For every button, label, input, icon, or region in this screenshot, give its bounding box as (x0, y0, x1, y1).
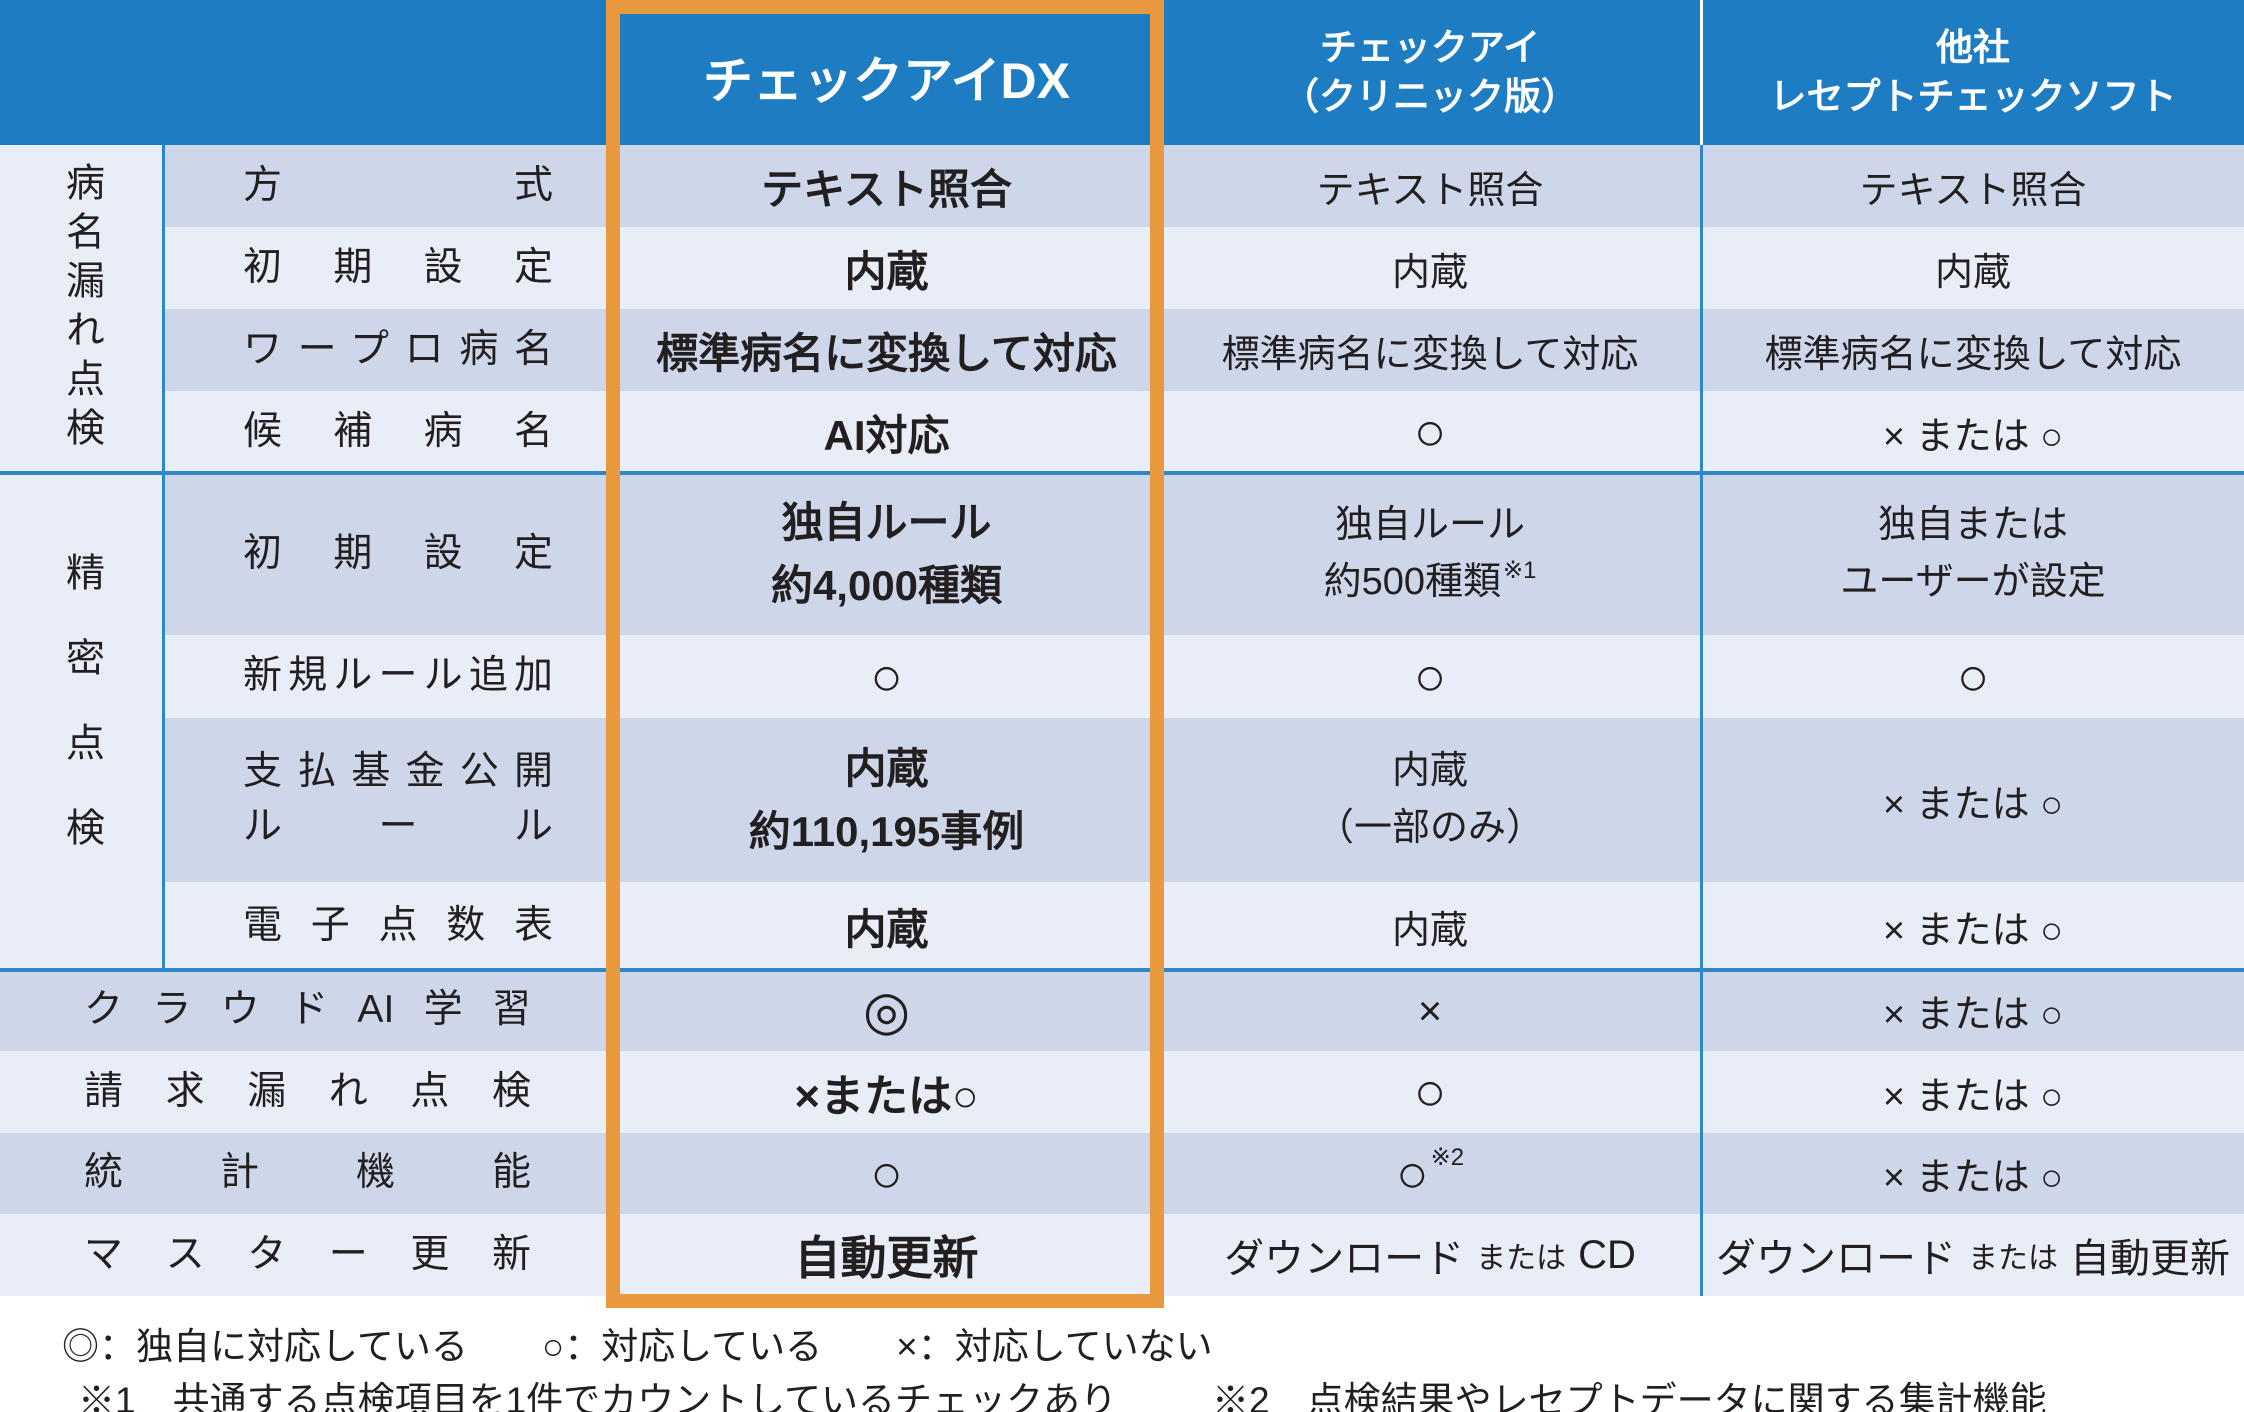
row-shokisettei1-label-cell: 初期設定 (163, 227, 615, 309)
row-denshi-label-cell: 電子点数表 (163, 882, 615, 970)
footnote-2: ※2 点検結果やレセプトデータに関する集計機能 (1212, 1380, 2047, 1412)
row-shokisettei2-other-value: 独自または ユーザーが設定 (1702, 473, 2244, 635)
row-denshi-other-value: × または ○ (1702, 882, 2244, 970)
row-shokisettei2-clinic-value: 独自ルール 約500種類※1 (1158, 473, 1702, 635)
row-hoshiki-label: 方式 (243, 163, 553, 207)
row-seikyu-clinic-value: ○ (1158, 1051, 1702, 1133)
cross-symbol: × (1417, 986, 1443, 1034)
row-hoshiki-other-value: テキスト照合 (1702, 145, 2244, 227)
footer: ◎：独自に対応している ○：対応している ×：対応していない ※1 共通する点検… (0, 1296, 2244, 1412)
circle-symbol: ○ (1413, 646, 1447, 707)
row-shiharai-dx-value: 内蔵 約110,195事例 (615, 718, 1158, 882)
row-shinki-label: 新規ルール追加 (243, 654, 553, 698)
row-master-clinic-value: ダウンロード または CD (1158, 1214, 1702, 1296)
row-shokisettei1-dx-value: 内蔵 (615, 227, 1158, 309)
row-seikyu-label: 請求漏れ点検 (84, 1069, 531, 1113)
row-tokei-label-cell: 統計機能 (0, 1133, 615, 1214)
header-other-line2: レセプトチェックソフト (1769, 75, 2177, 117)
row-shiharai-label: 支払基金公開 ルール (243, 750, 553, 848)
row-hoshiki-label-cell: 方式 (163, 145, 615, 227)
header-other-line1: 他社 (1936, 26, 2010, 68)
row-shinki-label-cell: 新規ルール追加 (163, 635, 615, 718)
header-checkeye-dx-label: チェックアイDX (703, 52, 1070, 109)
header-clinic-line2: （クリニック版） (1282, 75, 1578, 117)
row-master-label: マスター更新 (84, 1232, 531, 1276)
row-denshi-dx-value: 内蔵 (615, 882, 1158, 970)
row-koho-dx-value: AI対応 (615, 391, 1158, 473)
circle-symbol: ○ (870, 646, 903, 707)
clinic-other-column-divider (1700, 145, 1703, 1296)
footnote-ref-1: ※1 (1502, 557, 1537, 584)
row-cloud-ai-dx-value: ◎ (615, 970, 1158, 1051)
header-checkeye-dx: チェックアイDX (615, 0, 1158, 145)
circle-symbol: ○ (1413, 402, 1447, 462)
row-shokisettei1-label: 初期設定 (243, 245, 553, 289)
row-cloud-ai-label-cell: クラウドAI学習 (0, 970, 615, 1051)
row-tokei-dx-value: ○ (615, 1133, 1158, 1214)
legend-text: ◎：独自に対応している ○：対応している ×：対応していない (62, 1326, 1213, 1367)
table-grid: チェックアイDX チェックアイ （クリニック版） 他社 レセプトチェックソフト … (0, 0, 2244, 1296)
group-column-divider (162, 145, 165, 970)
footnote-1: ※1 共通する点検項目を1件でカウントしているチェックあり (78, 1380, 1118, 1412)
row-shiharai-clinic-value: 内蔵 （一部のみ） (1158, 718, 1702, 882)
row-koho-other-value: × または ○ (1702, 391, 2244, 473)
header-empty-corner (0, 0, 615, 145)
row-tokei-other-value: × または ○ (1702, 1133, 2244, 1214)
circle-symbol: ○ (870, 1143, 903, 1204)
header-other-software: 他社 レセプトチェックソフト (1702, 0, 2244, 145)
row-shinki-other-value: ○ (1702, 635, 2244, 718)
double-circle-symbol: ◎ (862, 980, 911, 1041)
row-shiharai-other-value: × または ○ (1702, 718, 2244, 882)
section-divider-2 (0, 968, 2244, 972)
row-denshi-clinic-value: 内蔵 (1158, 882, 1702, 970)
row-wapro-label: ワープロ病名 (243, 327, 553, 371)
row-shinki-dx-value: ○ (615, 635, 1158, 718)
row-tokei-clinic-value: ○ ※2 (1158, 1133, 1702, 1214)
row-wapro-dx-value: 標準病名に変換して対応 (615, 309, 1158, 391)
row-master-other-value: ダウンロード または 自動更新 (1702, 1214, 2244, 1296)
row-shokisettei2-dx-value: 独自ルール 約4,000種類 (615, 473, 1158, 635)
row-cloud-ai-other-value: × または ○ (1702, 970, 2244, 1051)
row-shokisettei2-label: 初期設定 (243, 531, 553, 575)
row-cloud-ai-clinic-value: × (1158, 970, 1702, 1051)
row-koho-clinic-value: ○ (1158, 391, 1702, 473)
row-wapro-clinic-value: 標準病名に変換して対応 (1158, 309, 1702, 391)
header-column-divider (1700, 0, 1703, 145)
section-divider-1 (0, 471, 2244, 475)
row-tokei-label: 統計機能 (84, 1151, 531, 1195)
group-byomei-more-tenken: 病名漏れ点検 (0, 145, 163, 473)
row-master-label-cell: マスター更新 (0, 1214, 615, 1296)
row-shokisettei1-clinic-value: 内蔵 (1158, 227, 1702, 309)
row-cloud-ai-label: クラウドAI学習 (84, 988, 531, 1032)
row-master-dx-value: 自動更新 (615, 1214, 1158, 1296)
row-denshi-label: 電子点数表 (243, 903, 553, 947)
row-seikyu-label-cell: 請求漏れ点検 (0, 1051, 615, 1133)
row-hoshiki-dx-value: テキスト照合 (615, 145, 1158, 227)
row-shinki-clinic-value: ○ (1158, 635, 1702, 718)
row-seikyu-other-value: × または ○ (1702, 1051, 2244, 1133)
row-hoshiki-clinic-value: テキスト照合 (1158, 145, 1702, 227)
row-wapro-other-value: 標準病名に変換して対応 (1702, 309, 2244, 391)
row-koho-label: 候補病名 (243, 409, 553, 453)
circle-symbol: ○ (1395, 1143, 1429, 1204)
footnote-ref-2: ※2 (1430, 1144, 1465, 1171)
group-seimitsu-tenken: 精密点検 (0, 473, 163, 970)
row-shiharai-label-cell: 支払基金公開 ルール (163, 718, 615, 882)
row-seikyu-dx-value: ×または○ (615, 1051, 1158, 1133)
row-shokisettei1-other-value: 内蔵 (1702, 227, 2244, 309)
header-checkeye-clinic: チェックアイ （クリニック版） (1158, 0, 1702, 145)
circle-symbol: ○ (1413, 1062, 1447, 1122)
row-koho-label-cell: 候補病名 (163, 391, 615, 473)
row-shokisettei2-label-cell: 初期設定 (163, 473, 615, 635)
circle-symbol: ○ (1956, 646, 1990, 707)
header-clinic-line1: チェックアイ (1319, 26, 1541, 68)
row-wapro-label-cell: ワープロ病名 (163, 309, 615, 391)
